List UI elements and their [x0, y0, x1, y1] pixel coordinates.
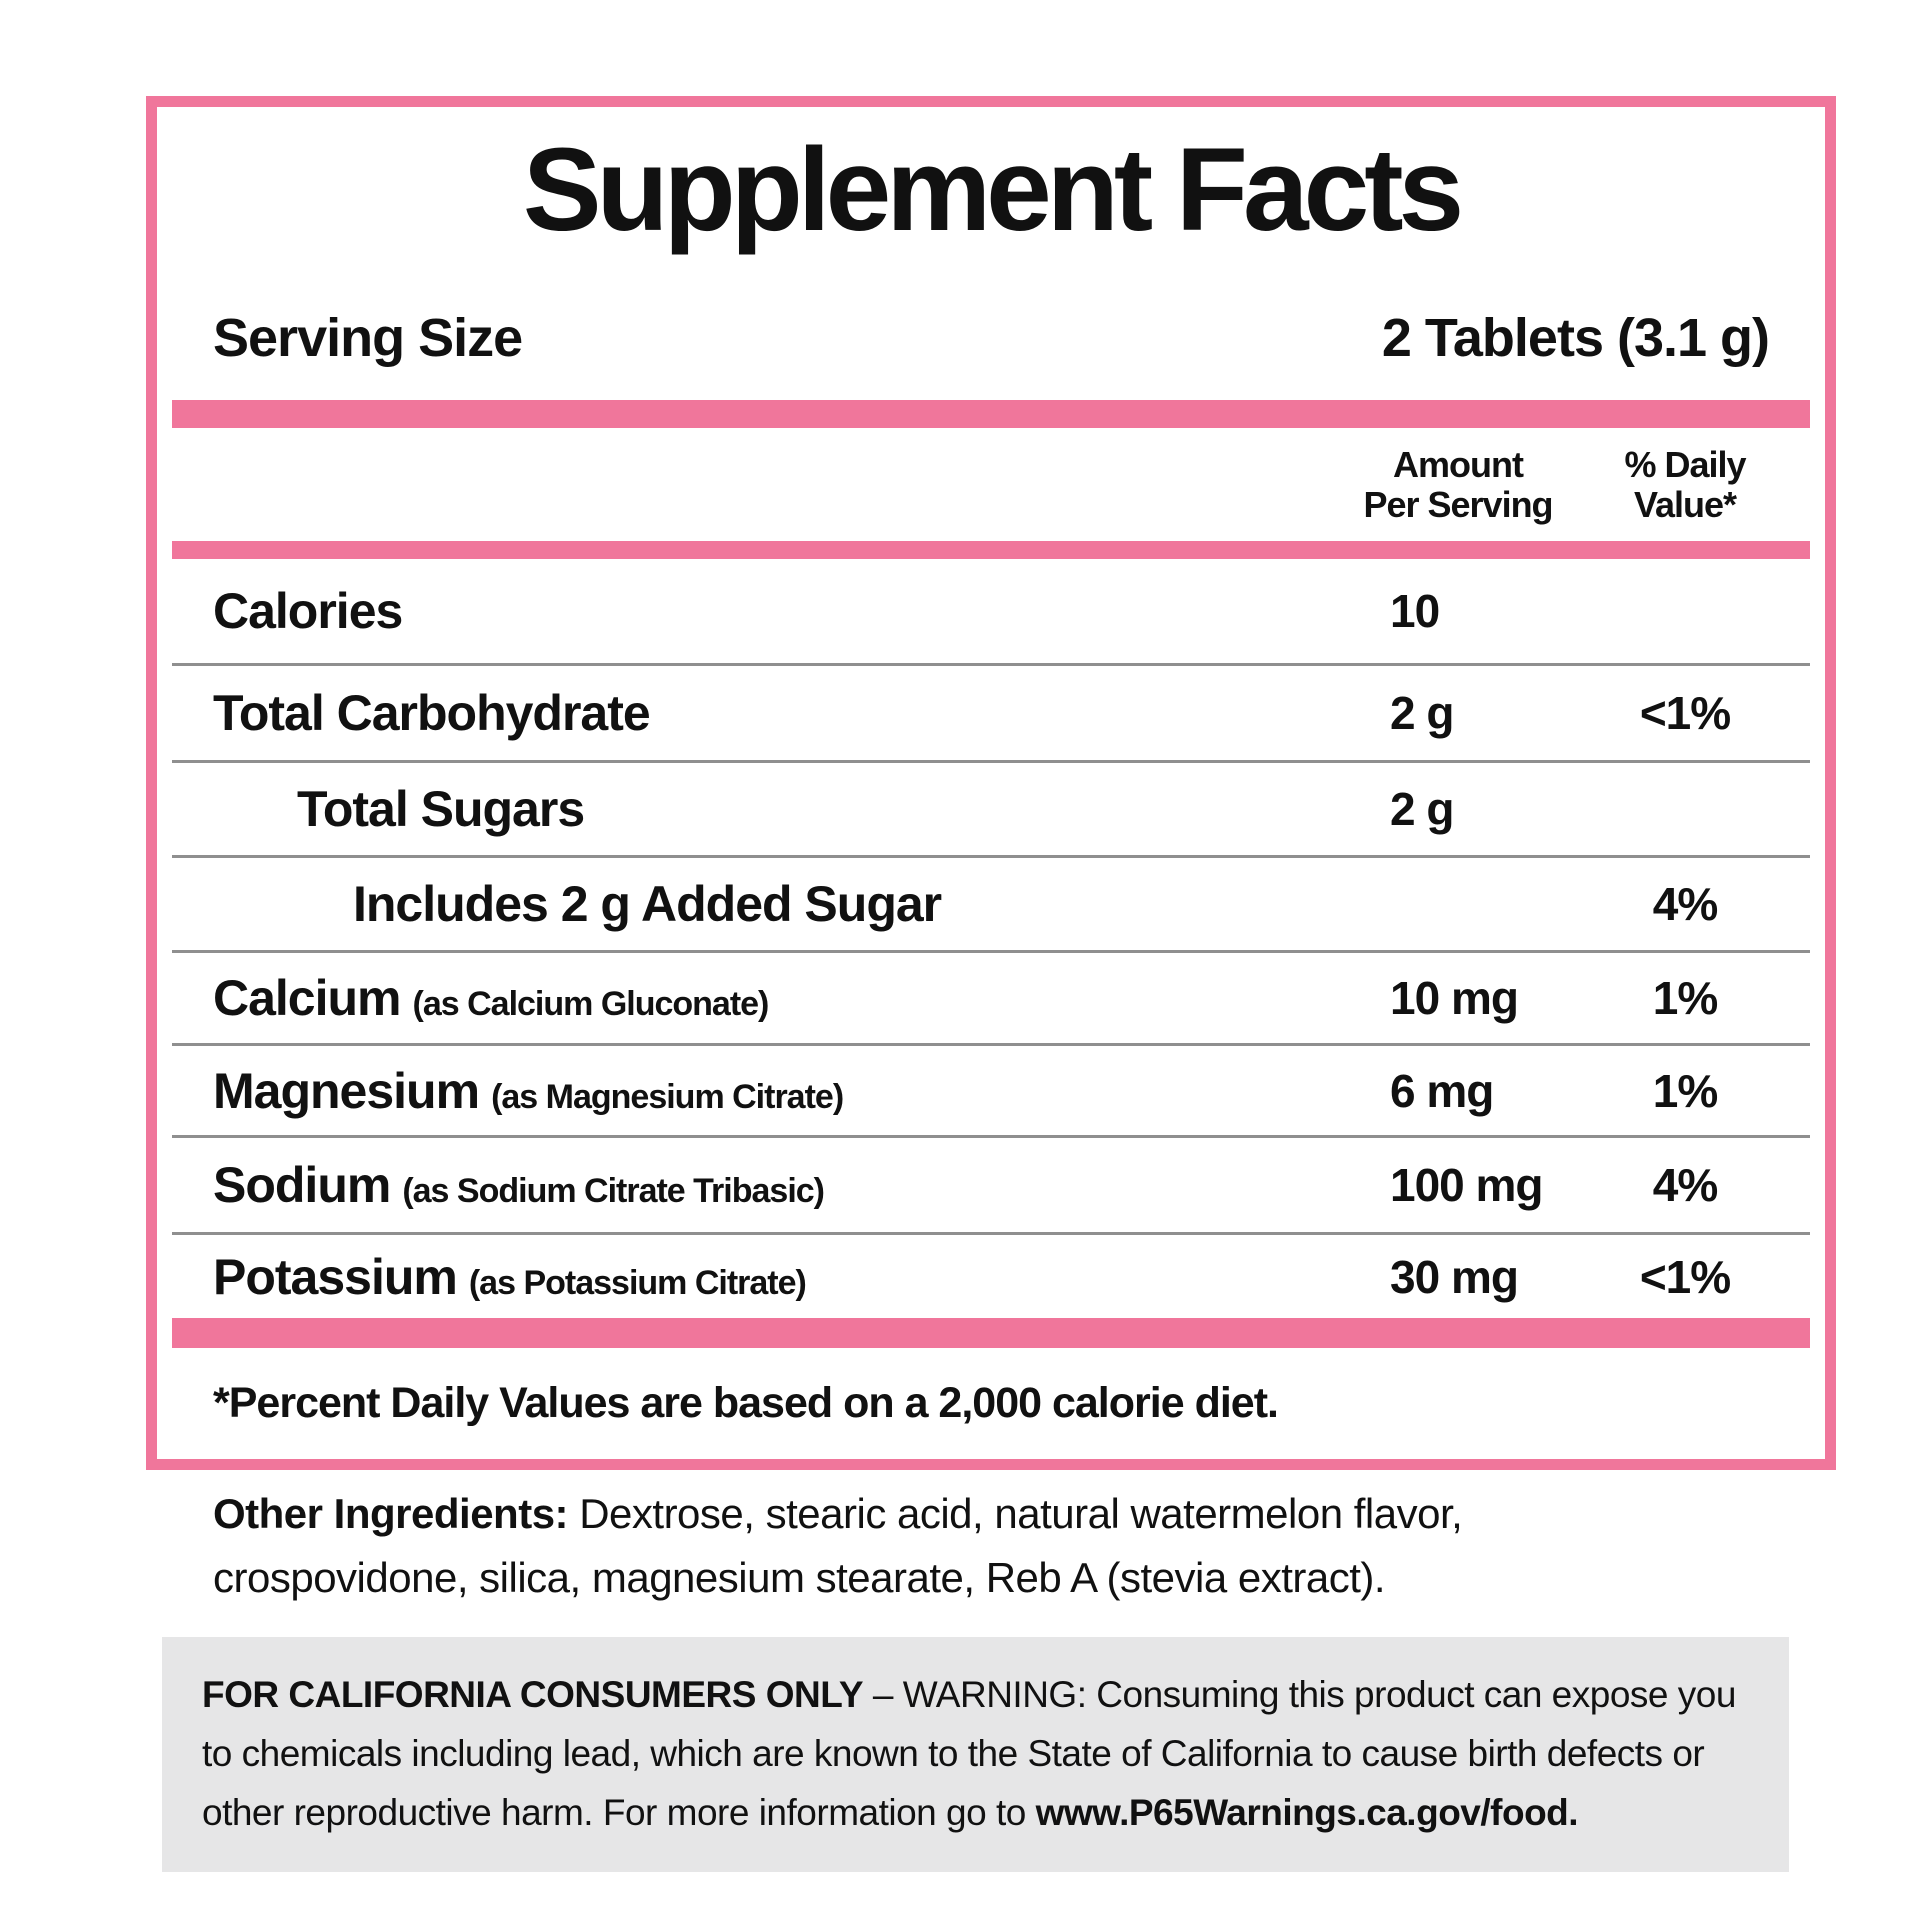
divider-bar-bottom	[172, 1318, 1810, 1348]
panel-title: Supplement Facts	[522, 124, 1464, 256]
row-separator	[172, 950, 1810, 953]
nutrient-row-added-sugar: Includes 2 g Added Sugar 4%	[157, 858, 1825, 950]
serving-size-value: 2 Tablets (3.1 g)	[1381, 308, 1770, 368]
row-separator	[172, 855, 1810, 858]
nutrient-name: Total Carbohydrate	[213, 685, 651, 741]
other-ingredients-label: Other Ingredients:	[213, 1490, 569, 1537]
daily-value-footnote: *Percent Daily Values are based on a 2,0…	[213, 1379, 1279, 1427]
serving-size-label: Serving Size	[213, 308, 523, 368]
daily-value: 4%	[1652, 1159, 1718, 1211]
column-header-amount-line1: Amount	[1393, 444, 1524, 485]
amount-value: 10	[1390, 585, 1440, 637]
nutrient-name: Potassium	[213, 1248, 458, 1305]
daily-value: <1%	[1639, 1250, 1731, 1303]
nutrient-row-sodium: Sodium (as Sodium Citrate Tribasic) 100 m…	[157, 1138, 1825, 1232]
california-warning-heading: FOR CALIFORNIA CONSUMERS ONLY	[202, 1674, 864, 1715]
nutrient-row-calories: Calories 10	[157, 559, 1825, 663]
daily-value: 1%	[1652, 1064, 1718, 1117]
divider-bar-header	[172, 541, 1810, 559]
column-header-dv-line2: Value*	[1633, 484, 1737, 525]
daily-value: <1%	[1639, 687, 1731, 739]
row-separator	[172, 1043, 1810, 1046]
column-header-amount-line2: Per Serving	[1363, 484, 1553, 525]
nutrient-row-magnesium: Magnesium (as Magnesium Citrate) 6 mg 1%	[157, 1046, 1825, 1135]
nutrient-name: Total Sugars	[297, 781, 585, 837]
column-header-daily-value: % Daily Value*	[1595, 445, 1775, 525]
amount-value: 30 mg	[1390, 1250, 1519, 1303]
nutrient-name: Calcium	[213, 970, 402, 1026]
row-separator	[172, 1135, 1810, 1138]
row-separator	[172, 663, 1810, 666]
daily-value: 1%	[1652, 972, 1718, 1024]
california-warning-text: – WARNING: Consuming this product can ex…	[202, 1674, 1736, 1833]
row-separator	[172, 760, 1810, 763]
amount-value: 6 mg	[1390, 1064, 1494, 1117]
other-ingredients-text: Dextrose, stearic acid, natural watermel…	[213, 1490, 1463, 1601]
nutrient-form: (as Calcium Gluconate)	[412, 985, 770, 1023]
nutrient-form: (as Magnesium Citrate)	[491, 1077, 844, 1116]
divider-bar-top	[172, 400, 1810, 428]
amount-value: 10 mg	[1390, 972, 1519, 1024]
nutrient-form: (as Sodium Citrate Tribasic)	[402, 1172, 825, 1210]
nutrient-form: (as Potassium Citrate)	[468, 1263, 807, 1302]
serving-size-row: Serving Size 2 Tablets (3.1 g)	[213, 303, 1770, 373]
nutrient-name: Sodium	[213, 1157, 391, 1213]
other-ingredients: Other Ingredients: Dextrose, stearic aci…	[213, 1482, 1653, 1610]
daily-value: 4%	[1652, 878, 1718, 930]
nutrient-row-calcium: Calcium (as Calcium Gluconate) 10 mg 1%	[157, 953, 1825, 1043]
amount-value: 2 g	[1390, 783, 1454, 835]
amount-value: 2 g	[1390, 687, 1454, 739]
column-header-amount: Amount Per Serving	[1317, 445, 1599, 525]
nutrient-name: Calories	[213, 583, 403, 639]
california-warning-url: www.P65Warnings.ca.gov/food.	[1035, 1792, 1579, 1833]
column-header-dv-line1: % Daily	[1624, 444, 1746, 485]
nutrient-name: Magnesium	[213, 1062, 480, 1119]
supplement-facts-panel: Supplement Facts Serving Size 2 Tablets …	[146, 96, 1836, 1470]
row-separator	[172, 1232, 1810, 1235]
nutrient-row-total-sugars: Total Sugars 2 g	[157, 763, 1825, 855]
nutrient-row-potassium: Potassium (as Potassium Citrate) 30 mg <1…	[157, 1235, 1825, 1318]
nutrient-row-total-carbohydrate: Total Carbohydrate 2 g <1%	[157, 666, 1825, 760]
california-warning-box: FOR CALIFORNIA CONSUMERS ONLY – WARNING:…	[162, 1637, 1789, 1872]
nutrient-name: Includes 2 g Added Sugar	[353, 876, 942, 932]
amount-value: 100 mg	[1390, 1159, 1544, 1211]
